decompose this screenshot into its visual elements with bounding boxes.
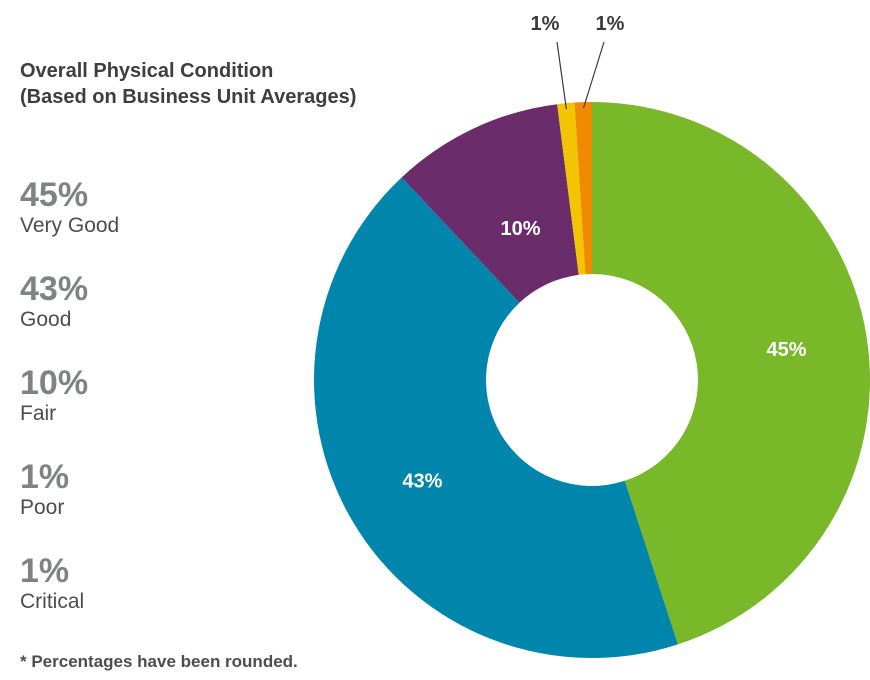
slice-label-very-good: 45%: [767, 339, 807, 361]
legend-item-very-good: 45% Very Good: [20, 178, 250, 272]
legend-value: 10%: [20, 364, 89, 402]
slice-good: [313, 177, 678, 658]
slice-fair: [401, 104, 579, 303]
legend-value: 1%: [20, 552, 70, 590]
slice-label-poor: 1%: [531, 13, 560, 35]
slice-very-good: [592, 102, 870, 645]
leader-line-poor: [556, 41, 567, 110]
legend-item-fair: 10% Fair: [20, 366, 250, 460]
footnote: * Percentages have been rounded.: [20, 652, 298, 671]
slice-label-critical: 1%: [596, 13, 625, 35]
slice-critical: [574, 102, 592, 275]
legend-label: Very Good: [20, 214, 120, 237]
chart-subtitle-line: (Based on Business Unit Averages): [20, 86, 357, 108]
chart-title-line: Overall Physical Condition: [20, 60, 274, 82]
slice-label-fair: 10%: [500, 218, 540, 240]
legend-value: 43%: [20, 270, 89, 308]
legend-value: 1%: [20, 458, 70, 496]
legend-label: Poor: [20, 496, 65, 519]
legend-value: 45%: [20, 176, 89, 214]
legend-label: Fair: [20, 402, 57, 425]
legend: 45% Very Good 43% Good 10% Fair 1% Poor …: [20, 178, 250, 648]
legend-item-good: 43% Good: [20, 272, 250, 366]
slice-poor: [557, 102, 586, 275]
legend-item-critical: 1% Critical: [20, 554, 250, 648]
legend-label: Good: [20, 308, 72, 331]
slice-label-good: 43%: [402, 470, 442, 492]
leader-line-critical: [582, 41, 605, 109]
legend-label: Critical: [20, 590, 85, 613]
chart-title: Overall Physical Condition (Based on Bus…: [20, 58, 356, 110]
legend-item-poor: 1% Poor: [20, 460, 250, 554]
